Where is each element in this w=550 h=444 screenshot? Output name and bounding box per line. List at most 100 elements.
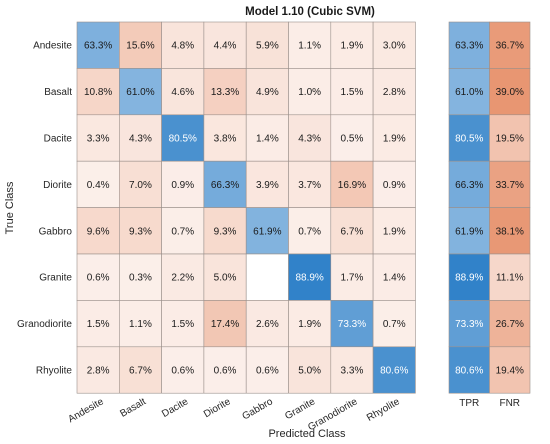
cell-value-label: 5.9%	[256, 41, 279, 52]
cell-value-label: 0.9%	[171, 180, 194, 191]
axis-labels: Model 1.10 (Cubic SVM) Predicted Class T…	[4, 6, 375, 440]
cell-value-label: 61.9%	[253, 226, 281, 237]
cell-value-label: 1.9%	[341, 41, 364, 52]
x-tick-label: Dacite	[160, 396, 190, 420]
cell-value-label: 13.3%	[211, 87, 239, 98]
x-tick-label: Basalt	[118, 396, 148, 420]
cell-value-label: 3.3%	[341, 366, 364, 377]
x-axis-label: Predicted Class	[268, 428, 346, 440]
x-tick-label: Gabbro	[240, 396, 275, 422]
matrix-cell	[76, 300, 120, 348]
matrix-cell	[372, 253, 416, 301]
cell-value-label: 3.8%	[214, 134, 237, 145]
matrix-cell	[119, 300, 162, 348]
matrix-cell	[288, 253, 332, 301]
cell-value-label: 4.6%	[171, 87, 194, 98]
fnr-value-label: 39.0%	[496, 87, 524, 98]
cell-value-label: 0.6%	[214, 366, 237, 377]
cell-value-label: 0.7%	[383, 319, 406, 330]
fnr-cell	[489, 21, 531, 69]
cell-value-label: 2.8%	[87, 366, 110, 377]
tpr-cell	[448, 207, 490, 255]
tpr-cell	[448, 114, 490, 162]
cell-value-label: 0.7%	[298, 226, 321, 237]
cell-value-label: 0.9%	[383, 180, 406, 191]
tpr-value-label: 73.3%	[455, 319, 483, 330]
tpr-cell	[448, 21, 490, 69]
y-tick-label: Basalt	[44, 87, 72, 98]
matrix-cell	[372, 68, 416, 116]
cell-value-label: 4.9%	[256, 87, 279, 98]
y-tick-label: Diorite	[43, 180, 72, 191]
fnr-value-label: 36.7%	[496, 41, 524, 52]
cell-value-label: 0.6%	[87, 273, 110, 284]
fnr-value-label: 19.5%	[496, 134, 524, 145]
matrix-cell	[76, 114, 120, 162]
matrix-cell	[161, 207, 205, 255]
matrix-cell	[161, 21, 205, 69]
matrix-cell	[372, 21, 416, 69]
matrix-cell	[372, 300, 416, 348]
cell-value-label: 66.3%	[211, 180, 239, 191]
x-tick-label: Diorite	[202, 396, 233, 420]
fnr-cell	[489, 207, 531, 255]
matrix-cell	[330, 300, 374, 348]
matrix-cell	[76, 160, 120, 208]
matrix-cell	[203, 300, 247, 348]
matrix-cell	[288, 68, 332, 116]
matrix-cell	[245, 160, 289, 208]
cell-value-label: 5.0%	[214, 273, 237, 284]
matrix-cell	[203, 68, 247, 116]
matrix-cell	[245, 253, 289, 301]
cell-value-label: 4.4%	[214, 41, 237, 52]
cell-value-label: 1.9%	[383, 134, 406, 145]
y-tick-label: Rhyolite	[36, 366, 73, 377]
cell-value-label: 1.5%	[171, 319, 194, 330]
tpr-value-label: 88.9%	[455, 273, 483, 284]
matrix-cell	[372, 207, 416, 255]
cell-value-label: 1.4%	[256, 134, 279, 145]
matrix-cell	[288, 207, 332, 255]
cell-value-label: 0.6%	[171, 366, 194, 377]
cell-value-label: 1.5%	[87, 319, 110, 330]
cell-value-label: 16.9%	[338, 180, 366, 191]
cell-value-label: 80.5%	[169, 134, 197, 145]
cell-value-label: 2.6%	[256, 319, 279, 330]
cell-value-label: 0.7%	[171, 226, 194, 237]
cell-value-label: 1.9%	[383, 226, 406, 237]
cell-value-label: 2.2%	[171, 273, 194, 284]
chart-title: Model 1.10 (Cubic SVM)	[245, 6, 375, 18]
matrix-cell	[119, 114, 162, 162]
cell-value-label: 88.9%	[295, 273, 323, 284]
tpr-value-label: 63.3%	[455, 41, 483, 52]
cell-value-label: 1.9%	[298, 319, 321, 330]
matrix-cell	[161, 346, 205, 394]
y-tick-label: Gabbro	[39, 226, 73, 237]
matrix-cell	[288, 300, 332, 348]
x-tick-label: Andesite	[66, 396, 106, 425]
matrix-cell	[330, 114, 374, 162]
cell-value-label: 1.0%	[298, 87, 321, 98]
cell-value-label: 9.6%	[87, 226, 110, 237]
cell-value-label: 0.5%	[341, 134, 364, 145]
matrix-cell	[161, 253, 205, 301]
cell-value-label: 1.5%	[341, 87, 364, 98]
matrix-cell	[119, 21, 162, 69]
cell-value-label: 3.9%	[256, 180, 279, 191]
tpr-value-label: 66.3%	[455, 180, 483, 191]
tpr-value-label: 61.0%	[455, 87, 483, 98]
tpr-column-label: TPR	[459, 398, 479, 409]
y-tick-label: Granodiorite	[17, 319, 72, 330]
matrix-cell	[330, 253, 374, 301]
cell-value-label: 3.7%	[298, 180, 321, 191]
cell-value-label: 17.4%	[211, 319, 239, 330]
matrix-cell	[288, 21, 332, 69]
matrix-cell	[330, 346, 374, 394]
cell-value-label: 4.8%	[171, 41, 194, 52]
fnr-cell	[489, 346, 531, 394]
y-axis-label: True Class	[4, 181, 16, 234]
cell-value-label: 63.3%	[84, 41, 112, 52]
y-tick-label: Dacite	[44, 134, 73, 145]
matrix-cell	[203, 114, 247, 162]
